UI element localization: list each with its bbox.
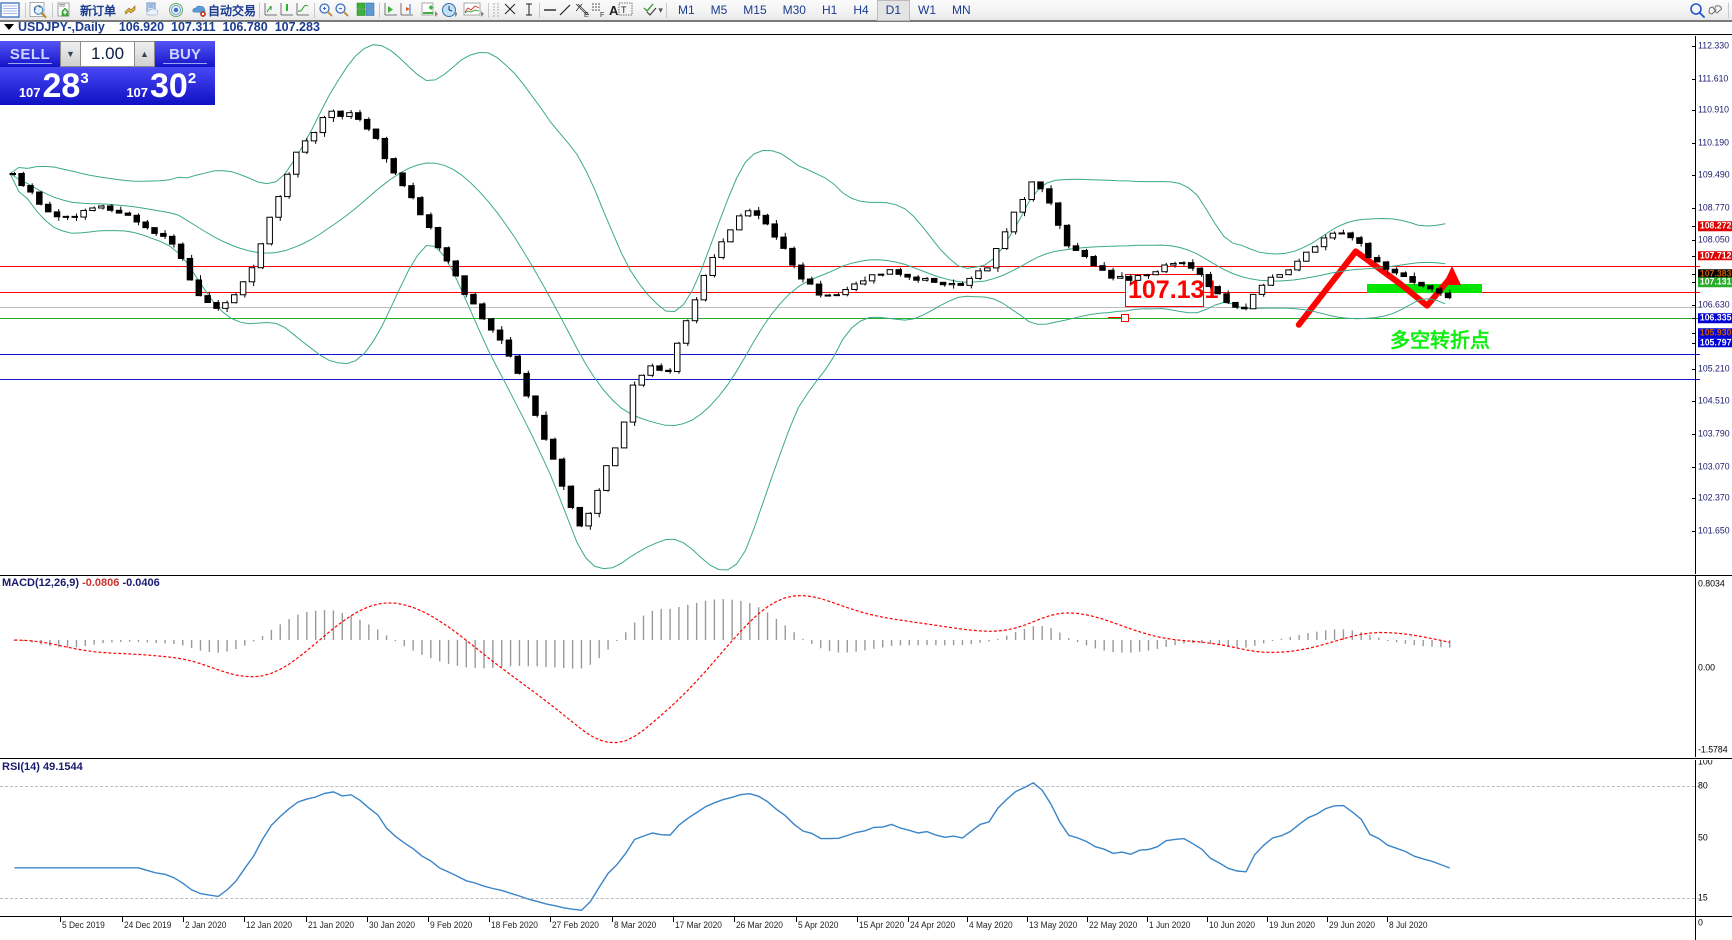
svg-text:E: E: [584, 12, 589, 18]
svg-text:F: F: [600, 12, 604, 18]
svg-text:T: T: [621, 5, 627, 15]
